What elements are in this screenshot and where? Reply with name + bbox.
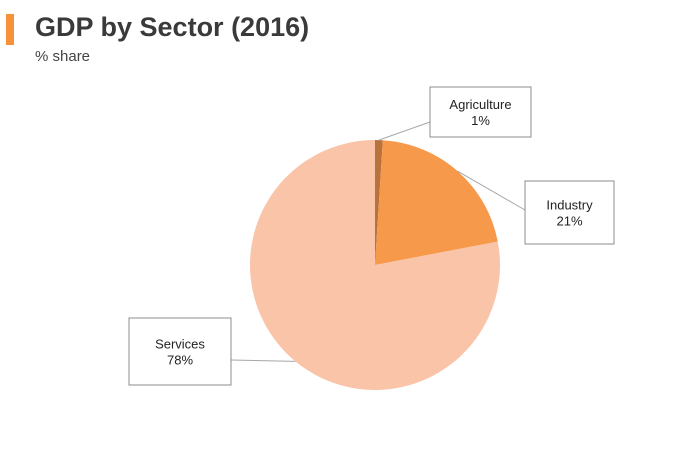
pie-slice-services xyxy=(250,140,501,391)
pie-slices xyxy=(250,140,501,391)
callout-value-industry: 21% xyxy=(556,214,582,229)
callout-box-agriculture xyxy=(429,86,532,138)
title-accent-bar xyxy=(6,14,14,45)
chart-title: GDP by Sector (2016) xyxy=(35,12,310,42)
callout-label-services: Services xyxy=(155,337,205,352)
callout-label-industry: Industry xyxy=(546,198,593,213)
callout-value-services: 78% xyxy=(167,353,193,368)
callout-label-agriculture: Agriculture xyxy=(449,97,511,112)
callout-box-services xyxy=(128,317,232,386)
pie-slice-industry xyxy=(375,140,498,265)
callout-leader-industry xyxy=(457,170,526,211)
pie-slice-agriculture xyxy=(375,140,383,265)
chart-subtitle: % share xyxy=(35,48,91,65)
callout-leader-agriculture xyxy=(378,121,431,141)
callout-leader-services xyxy=(230,359,296,362)
callout-value-agriculture: 1% xyxy=(471,113,490,128)
callout-box-industry xyxy=(524,180,615,245)
